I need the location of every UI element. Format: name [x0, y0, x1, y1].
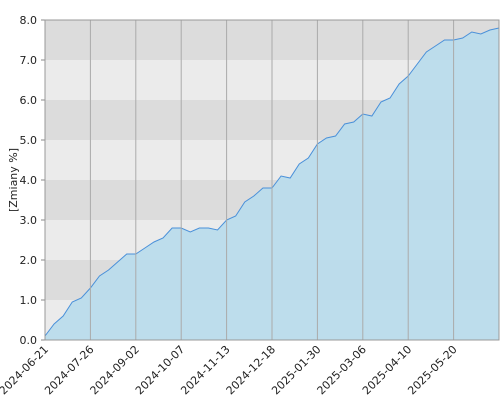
y-tick-label: 2.0	[20, 254, 38, 267]
y-axis-label: [Zmiany %]	[7, 148, 20, 212]
y-tick-label: 4.0	[20, 174, 38, 187]
area	[45, 28, 499, 340]
y-tick-label: 0.0	[20, 334, 38, 347]
y-tick-label: 1.0	[20, 294, 38, 307]
plot-frame	[44, 19, 500, 341]
y-tick-label: 7.0	[20, 54, 38, 67]
y-tick-label: 5.0	[20, 134, 38, 147]
x-tick-label: 2025-05-20	[405, 343, 459, 397]
y-tick-label: 3.0	[20, 214, 38, 227]
y-tick-label: 6.0	[20, 94, 38, 107]
y-tick-label: 8.0	[20, 14, 38, 27]
